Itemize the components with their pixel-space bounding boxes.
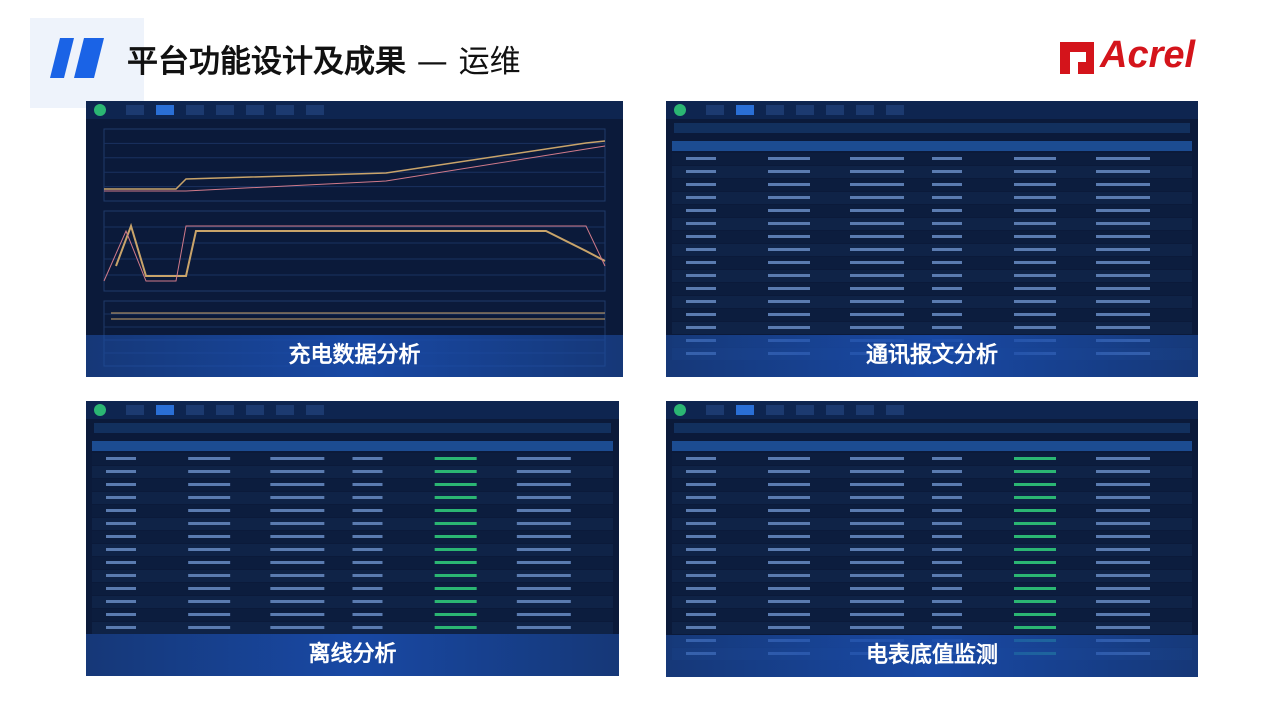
logo-text: Acrel (1100, 34, 1196, 76)
screenshot (666, 101, 1198, 360)
screenshot (86, 401, 619, 634)
logo-icon (1060, 42, 1094, 74)
title-accent (50, 38, 104, 78)
panel-caption: 电表底值监测 (666, 635, 1198, 677)
panel: 电表底值监测 (666, 401, 1198, 677)
panel: 充电数据分析 (86, 101, 623, 377)
panel-caption: 通讯报文分析 (666, 335, 1198, 377)
title: 平台功能设计及成果 (127, 44, 406, 80)
title-dash: — (416, 44, 448, 80)
subtitle: 运维 (458, 44, 521, 80)
panel-caption: 充电数据分析 (86, 335, 623, 377)
panel: 通讯报文分析 (666, 101, 1198, 377)
panel-caption: 离线分析 (86, 634, 619, 676)
panel: 离线分析 (86, 401, 619, 676)
logo: Acrel (1058, 34, 1218, 78)
title-line: 平台功能设计及成果 — 运维 (127, 36, 521, 81)
